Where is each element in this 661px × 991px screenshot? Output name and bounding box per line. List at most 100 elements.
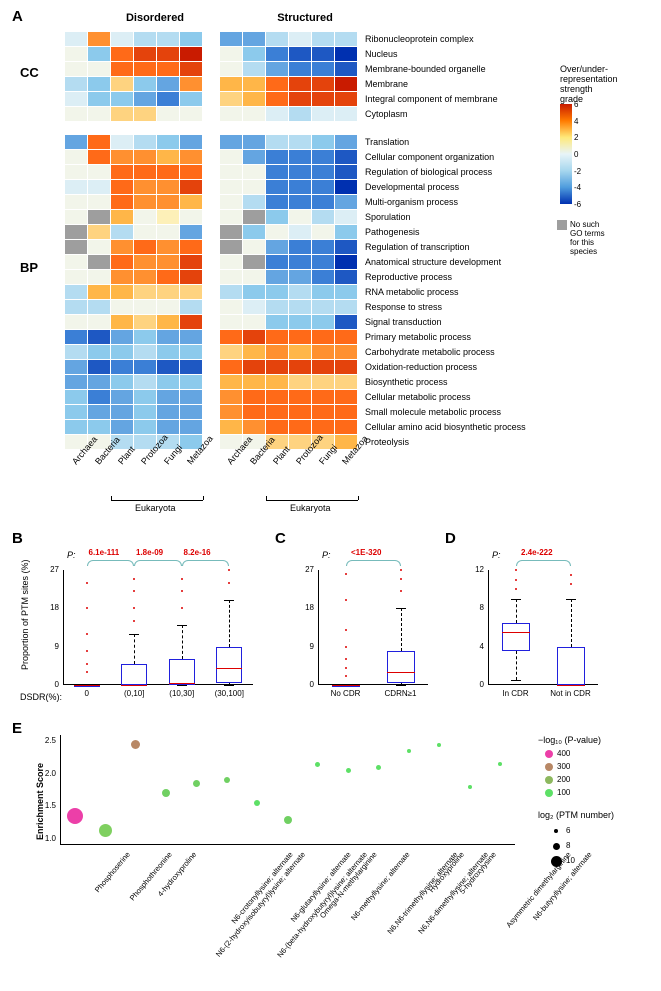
pvalue: <1E-320 — [351, 548, 381, 557]
box — [216, 647, 242, 683]
heatmap-cell — [65, 135, 87, 149]
enrichment-dot — [315, 762, 320, 767]
heatmap-cell — [220, 270, 242, 284]
colorbar-tick-label: 0 — [574, 150, 578, 159]
heatmap-cell — [335, 165, 357, 179]
heatmap-cell — [220, 92, 242, 106]
colorbar-tick-label: -6 — [574, 200, 581, 209]
heatmap-cell — [157, 420, 179, 434]
heatmap-cell — [134, 315, 156, 329]
ytick: 27 — [300, 565, 314, 574]
heatmap-cell — [312, 77, 334, 91]
boxplot-b: 0918270(0,10](10,30](30,100]P:6.1e-1111.… — [45, 548, 255, 688]
heatmap-cell — [266, 195, 288, 209]
heatmap-cell — [180, 285, 202, 299]
heatmap-cell — [88, 135, 110, 149]
heatmap-cell — [88, 150, 110, 164]
heatmap-cell — [157, 62, 179, 76]
heatmap-cell — [266, 360, 288, 374]
heatmap-cell — [157, 107, 179, 121]
heatmap-cell — [335, 47, 357, 61]
heatmap-cell — [243, 150, 265, 164]
heatmap-cell — [111, 255, 133, 269]
heatmap-cell — [65, 360, 87, 374]
heatmap-cell — [134, 195, 156, 209]
heatmap-cell — [88, 47, 110, 61]
heatmap-cell — [220, 375, 242, 389]
heatmap-cell — [220, 240, 242, 254]
heatmap-cell — [312, 255, 334, 269]
enrichment-dot — [284, 816, 292, 824]
row-label: Pathogenesis — [365, 225, 526, 240]
heatmap-cell — [65, 32, 87, 46]
heatmap-cell — [157, 180, 179, 194]
pvalue: 2.4e-222 — [521, 548, 553, 557]
heatmap-cell — [335, 345, 357, 359]
heatmap-cell — [312, 345, 334, 359]
heatmap-cell — [111, 360, 133, 374]
heatmap-cell — [180, 92, 202, 106]
heatmap-cell — [312, 165, 334, 179]
heatmap-cell — [180, 165, 202, 179]
heatmap-cell — [157, 390, 179, 404]
heatmap-cell — [134, 405, 156, 419]
heatmap-cell — [65, 92, 87, 106]
heatmap-cell — [111, 405, 133, 419]
heatmap-cell — [220, 285, 242, 299]
row-label: Reproductive process — [365, 270, 526, 285]
heatmap-cell — [111, 315, 133, 329]
row-label: Cellular amino acid biosynthetic process — [365, 420, 526, 435]
row-label: Developmental process — [365, 180, 526, 195]
heatmap-cell — [289, 165, 311, 179]
heatmap-cell — [289, 180, 311, 194]
pvalue: 8.2e-16 — [184, 548, 211, 557]
heatmap-cell — [88, 420, 110, 434]
heatmap-cell — [289, 285, 311, 299]
row-label: Translation — [365, 135, 526, 150]
heatmap-cell — [180, 210, 202, 224]
heatmap-cell — [266, 32, 288, 46]
colorbar-tick-label: -4 — [574, 183, 581, 192]
heatmap-cell — [111, 47, 133, 61]
heatmap-cell — [312, 240, 334, 254]
ytick: 9 — [300, 642, 314, 651]
euk-label-str: Eukaryota — [290, 503, 331, 513]
heatmap-cell — [289, 135, 311, 149]
heatmap-cell — [220, 47, 242, 61]
heatmap-cell — [266, 330, 288, 344]
heatmap-cell — [134, 345, 156, 359]
heatmap-cell — [134, 150, 156, 164]
heatmap-cell — [65, 210, 87, 224]
heatmap-cell — [157, 270, 179, 284]
heatmap-cell — [180, 77, 202, 91]
heatmap-cell — [312, 300, 334, 314]
heatmap-cell — [134, 135, 156, 149]
heatmap-cell — [180, 255, 202, 269]
heatmap-cell — [157, 47, 179, 61]
enrichment-dot — [437, 743, 441, 747]
heatmap-cell — [88, 92, 110, 106]
heatmap-cell — [65, 330, 87, 344]
heatmap-cell — [312, 225, 334, 239]
heatmap-cell — [243, 345, 265, 359]
heatmap-cell — [289, 405, 311, 419]
heatmap-cell — [111, 330, 133, 344]
heatmap-cell — [266, 405, 288, 419]
heatmap-cell — [65, 345, 87, 359]
heatmap-cell — [312, 195, 334, 209]
heatmap-bp-disordered — [65, 135, 202, 449]
heatmap-cell — [157, 285, 179, 299]
heatmap-cell — [180, 150, 202, 164]
heatmap-cell — [220, 405, 242, 419]
ytick: 27 — [45, 565, 59, 574]
row-label: Membrane-bounded organelle — [365, 62, 498, 77]
heatmap-cell — [335, 107, 357, 121]
heatmap-cell — [335, 225, 357, 239]
heatmap-cell — [266, 225, 288, 239]
heatmap-cell — [266, 135, 288, 149]
heatmap-cell — [335, 240, 357, 254]
heatmap-cell — [312, 62, 334, 76]
heatmap-cell — [243, 315, 265, 329]
heatmap-cell — [335, 375, 357, 389]
heatmap-cell — [65, 390, 87, 404]
